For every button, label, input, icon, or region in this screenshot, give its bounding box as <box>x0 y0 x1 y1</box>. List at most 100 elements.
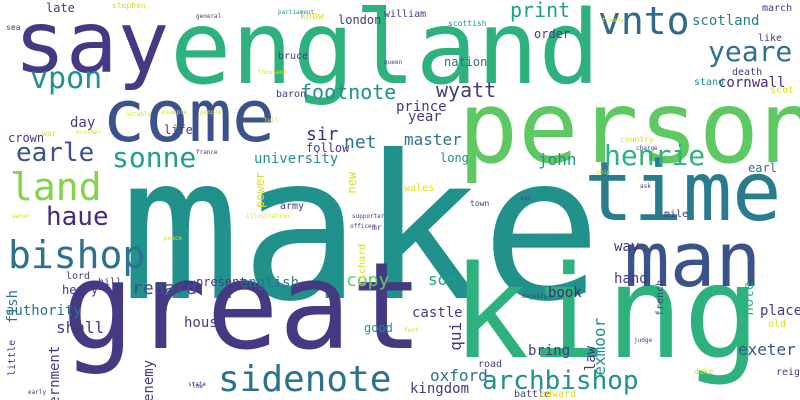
word-earl: earl <box>748 161 777 175</box>
word-france: france <box>196 149 218 156</box>
word-lord: lord <box>66 271 91 282</box>
word-master: master <box>404 130 462 149</box>
word-judge: judge <box>634 337 653 344</box>
word-house: house <box>184 315 227 331</box>
word-life: life <box>164 123 193 137</box>
word-english: english <box>240 275 300 291</box>
word-copy: copy <box>346 270 390 291</box>
word-war: war <box>42 129 57 138</box>
word-sea: sea <box>6 23 21 32</box>
word-archbishop: archbishop <box>482 366 639 396</box>
word-supporter: supporter <box>352 213 385 220</box>
word-ask: ask <box>640 183 651 190</box>
word-wyatt: wyatt <box>436 78 497 102</box>
word-order: order <box>534 27 571 41</box>
word-notable: notable <box>126 111 152 118</box>
word-haue: haue <box>46 202 109 232</box>
word-william: william <box>384 9 427 20</box>
word-foot: foot <box>404 327 419 334</box>
word-sidenote: sidenote <box>218 359 392 400</box>
word-make: make <box>120 113 602 346</box>
word-great: great <box>62 238 424 377</box>
word-stephen: stephen <box>112 1 146 10</box>
word-tell: tell <box>264 117 279 124</box>
word-england: england <box>170 0 600 108</box>
word-scottish: scottish <box>448 19 487 28</box>
word-qui: qui <box>446 321 465 351</box>
word-follow: follow <box>306 141 350 155</box>
word-say: say <box>14 0 170 93</box>
word-print: print <box>510 0 571 22</box>
word-old: old <box>768 319 787 330</box>
word-way: way <box>614 239 640 255</box>
word-army: army <box>280 201 305 212</box>
word-note: note <box>741 281 757 316</box>
word-reign: reign <box>776 367 800 378</box>
word-power: power <box>253 171 267 208</box>
word-crown: crown <box>8 131 45 145</box>
word-know: know <box>300 11 325 22</box>
word-bruce: bruce <box>278 51 309 62</box>
word-state: state <box>188 381 207 388</box>
word-officer: officer <box>350 223 376 230</box>
word-country: country <box>620 135 654 144</box>
word-little: little <box>7 339 18 376</box>
word-law: law <box>583 345 599 372</box>
word-king: king <box>452 239 761 388</box>
word-parliament: parliament <box>278 9 315 16</box>
word-early: early <box>28 389 47 396</box>
word-like: like <box>758 33 783 44</box>
word-authority: authority <box>6 303 82 319</box>
word-net: net <box>344 132 377 153</box>
word-yeare: yeare <box>708 35 793 68</box>
word-scotland: scotland <box>692 13 760 29</box>
word-shall: shall <box>56 318 105 337</box>
word-cornwall: cornwall <box>718 75 786 91</box>
word-brother: brother <box>76 129 102 136</box>
word-castle: castle <box>412 305 463 321</box>
word-bishop: bishop <box>8 233 146 277</box>
word-duke: duke <box>694 367 714 376</box>
word-long: long <box>440 151 469 165</box>
word-man: man <box>624 215 762 304</box>
word-sonne: sonne <box>112 141 197 174</box>
word-thousand: thousand <box>258 69 287 76</box>
word-day: day <box>70 115 96 131</box>
word-book: book <box>548 285 582 301</box>
word-edward: edward <box>540 389 577 400</box>
word-wales: wales <box>404 183 435 194</box>
word-earle: earle <box>16 138 95 168</box>
word-people: people <box>200 109 222 116</box>
word-richard: richard <box>357 243 368 286</box>
word-new: new <box>345 171 359 194</box>
word-illustration: illustration <box>246 213 290 220</box>
word-low: low <box>192 383 203 390</box>
word-majesty: majesty <box>522 293 548 300</box>
word-university: university <box>254 151 339 167</box>
word-kingdom: kingdom <box>410 381 470 397</box>
word-nation: nation <box>444 55 488 69</box>
word-bring: bring <box>528 343 571 359</box>
word-oxford: oxford <box>430 366 488 385</box>
word-land: land <box>10 165 102 209</box>
word-death: death <box>732 67 763 78</box>
word-march: march <box>762 3 793 14</box>
word-water: water <box>12 213 31 220</box>
word-scot: scot <box>770 85 795 96</box>
word-place: place <box>760 303 800 319</box>
word-footnote: footnote <box>300 80 397 104</box>
word-london: london <box>338 13 382 27</box>
word-prince: prince <box>396 99 447 115</box>
word-example: example <box>162 109 188 116</box>
word-baron: baron <box>276 89 307 100</box>
word-queen: queen <box>384 59 403 66</box>
word-peace: peace <box>164 235 183 242</box>
word-mile: mile <box>664 209 689 220</box>
word-year: year <box>408 109 442 125</box>
word-ship: ship <box>596 169 611 176</box>
word-treaty: treaty <box>602 17 624 24</box>
word-enemy: enemy <box>141 359 157 400</box>
word-charge: charge <box>636 145 658 152</box>
word-son: son <box>428 270 457 289</box>
word-road: road <box>478 359 503 370</box>
